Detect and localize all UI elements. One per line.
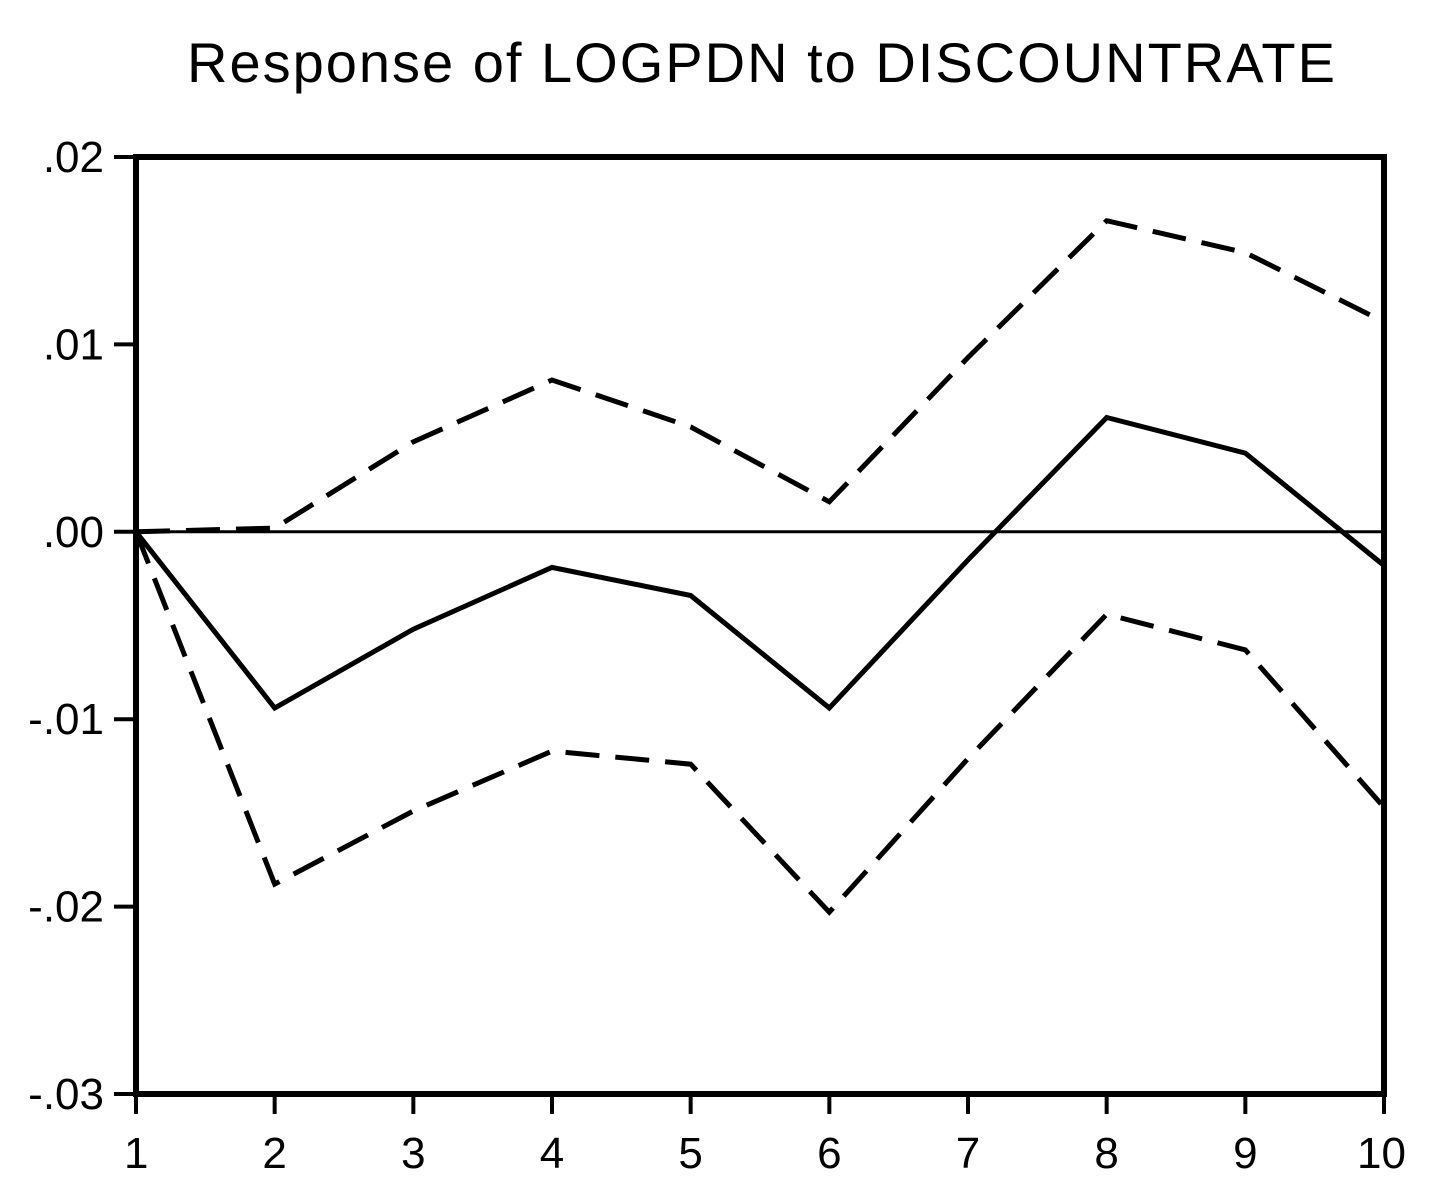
x-tick-label: 8	[1094, 1129, 1118, 1178]
chart-title: Response of LOGPDN to DISCOUNTRATE	[187, 31, 1337, 94]
series-layer	[133, 217, 1386, 916]
series-line-lower-band	[133, 530, 1386, 916]
x-tick-label: 7	[956, 1129, 980, 1178]
x-axis: 1 2 3 4 5 6 7 8 9 10	[124, 1094, 1406, 1178]
x-tick-label: 6	[817, 1129, 841, 1178]
x-tick-label: 4	[540, 1129, 564, 1178]
y-tick-label: .00	[43, 508, 104, 557]
y-axis: .02 .01 .00 -.01 -.02 -.03	[28, 133, 136, 1119]
y-tick-label: .02	[43, 133, 104, 182]
plot-frame	[133, 154, 1387, 1097]
series-line-response	[134, 414, 1386, 712]
x-tick-label: 10	[1357, 1129, 1406, 1178]
y-tick-label: -.03	[28, 1070, 104, 1119]
series-line-upper-band	[135, 217, 1386, 535]
x-tick-label: 5	[678, 1129, 702, 1178]
x-tick-label: 3	[401, 1129, 425, 1178]
y-tick-label: .01	[43, 320, 104, 369]
y-tick-label: -.01	[28, 695, 104, 744]
x-tick-label: 2	[262, 1129, 286, 1178]
y-tick-label: -.02	[28, 883, 104, 932]
x-tick-label: 1	[124, 1129, 148, 1178]
x-tick-label: 9	[1233, 1129, 1257, 1178]
